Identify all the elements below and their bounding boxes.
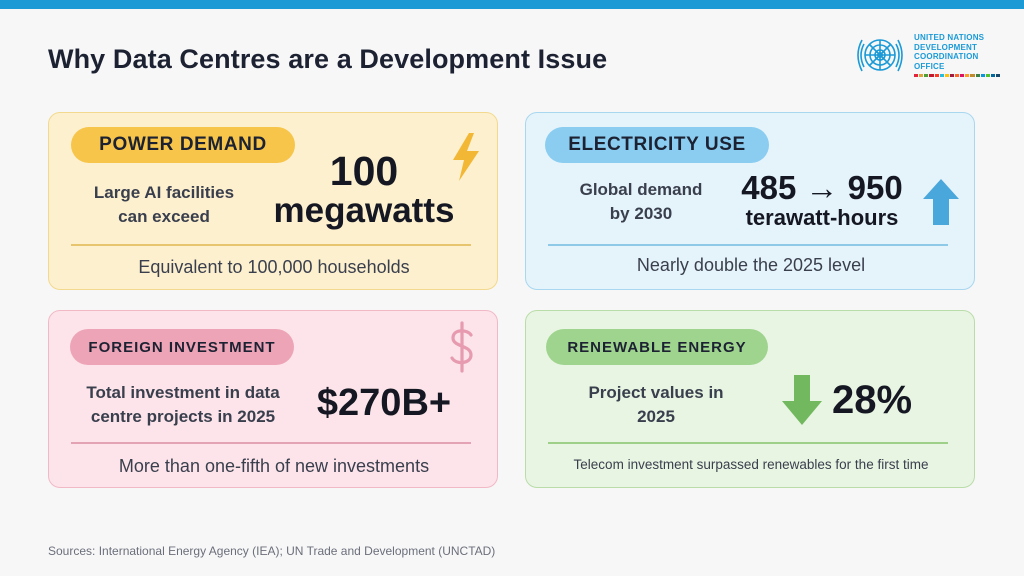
power-demand-footer: Equivalent to 100,000 households	[138, 257, 410, 277]
electricity-use-footer: Nearly double the 2025 level	[636, 255, 866, 275]
power-demand-value: 100 megawatts	[273, 148, 455, 231]
renewable-energy-divider	[548, 442, 948, 444]
electricity-use-label: ELECTRICITY USE	[545, 127, 769, 163]
undco-logo: UNITED NATIONS DEVELOPMENT COORDINATION …	[850, 30, 1001, 82]
power-demand-description: Large AI facilities can exceed	[93, 183, 235, 226]
power-demand-divider	[71, 244, 471, 246]
electricity-use-divider	[548, 244, 948, 246]
power-demand-card: POWER DEMAND Large AI facilities can exc…	[48, 112, 498, 290]
page-title: Why Data Centres are a Development Issue	[48, 44, 608, 74]
foreign-investment-card: FOREIGN INVESTMENT Total investment in d…	[48, 310, 498, 488]
electricity-use-card: ELECTRICITY USE Global demand by 2030 48…	[525, 112, 975, 290]
lightning-icon	[453, 133, 479, 181]
renewable-energy-value: 28%	[831, 378, 913, 422]
electricity-use-value: 485 → 950	[741, 169, 903, 206]
renewable-energy-label: RENEWABLE ENERGY	[546, 329, 768, 365]
arrow-down-icon	[782, 375, 822, 425]
renewable-energy-description: Project values in 2025	[588, 383, 724, 426]
foreign-investment-divider	[71, 442, 471, 444]
foreign-investment-footer: More than one-fifth of new investments	[118, 456, 430, 476]
renewable-energy-footer: Telecom investment surpassed renewables …	[573, 457, 929, 472]
sources-note: Sources: International Energy Agency (IE…	[48, 544, 496, 558]
electricity-use-description: Global demand by 2030	[579, 180, 703, 223]
top-accent-bar	[0, 0, 1024, 9]
dollar-icon	[450, 321, 473, 373]
logo-text: UNITED NATIONS DEVELOPMENT COORDINATION …	[914, 33, 985, 71]
power-demand-label: POWER DEMAND	[71, 127, 295, 163]
renewable-energy-card: RENEWABLE ENERGY Project values in 2025 …	[525, 310, 975, 488]
foreign-investment-value: $270B+	[316, 382, 452, 424]
arrow-up-icon	[923, 179, 959, 225]
electricity-use-unit: terawatt-hours	[745, 205, 899, 230]
foreign-investment-label: FOREIGN INVESTMENT	[70, 329, 294, 365]
foreign-investment-description: Total investment in data centre projects…	[86, 383, 280, 426]
un-emblem-icon	[857, 39, 903, 72]
sdg-color-strip	[914, 74, 1001, 77]
